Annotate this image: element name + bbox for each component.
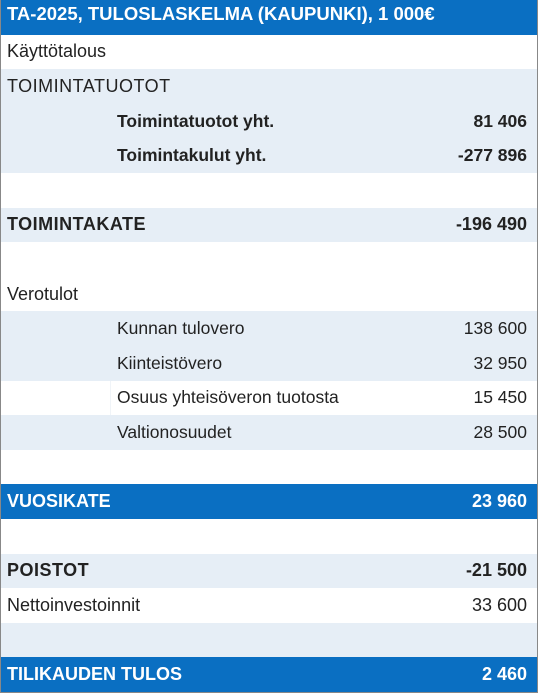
label: Kunnan tulovero — [111, 318, 387, 339]
label: Osuus yhteisöveron tuotosta — [111, 387, 387, 408]
row-osuus-yhteisoveron: Osuus yhteisöveron tuotosta 15 450 — [1, 381, 538, 416]
row-nettoinvestoinnit: Nettoinvestoinnit 33 600 — [1, 588, 538, 623]
label: Toimintakulut yht. — [111, 145, 387, 166]
row-tilikauden-tulos: TILIKAUDEN TULOS 2 460 — [1, 657, 538, 692]
value: -196 490 — [387, 214, 537, 235]
table-title: TA-2025, TULOSLASKELMA (KAUPUNKI), 1 000… — [1, 0, 538, 35]
heading-toimintatuotot: TOIMINTATUOTOT — [1, 69, 538, 104]
spacer — [1, 242, 538, 277]
value: 2 460 — [387, 664, 537, 685]
indent-cell — [1, 381, 111, 416]
section-kayttotalous: Käyttötalous — [1, 35, 538, 70]
row-kiinteistovero: Kiinteistövero 32 950 — [1, 346, 538, 381]
label: TILIKAUDEN TULOS — [1, 664, 387, 685]
indent-cell — [1, 415, 111, 450]
heading-verotulot: Verotulot — [1, 277, 538, 312]
value: 138 600 — [387, 318, 537, 339]
row-vuosikate: VUOSIKATE 23 960 — [1, 484, 538, 519]
indent-cell — [1, 311, 111, 346]
value: 33 600 — [387, 595, 537, 616]
row-toimintakulut-yht: Toimintakulut yht. -277 896 — [1, 138, 538, 173]
spacer — [1, 450, 538, 485]
spacer — [1, 173, 538, 208]
row-kunnan-tulovero: Kunnan tulovero 138 600 — [1, 311, 538, 346]
spacer — [1, 519, 538, 554]
value: 32 950 — [387, 353, 537, 374]
indent-cell — [1, 346, 111, 381]
label: TOIMINTAKATE — [1, 214, 387, 235]
value: 23 960 — [387, 491, 537, 512]
income-statement-table: TA-2025, TULOSLASKELMA (KAUPUNKI), 1 000… — [0, 0, 538, 693]
label: Nettoinvestoinnit — [7, 595, 387, 616]
value: 81 406 — [387, 111, 537, 132]
value: -21 500 — [387, 560, 537, 581]
value: -277 896 — [387, 145, 537, 166]
label: Toimintatuotot yht. — [111, 111, 387, 132]
indent-cell — [1, 138, 111, 173]
label: Kiinteistövero — [111, 353, 387, 374]
label: POISTOT — [1, 560, 387, 581]
indent-cell — [1, 104, 111, 139]
row-toimintatuotot-yht: Toimintatuotot yht. 81 406 — [1, 104, 538, 139]
value: 15 450 — [387, 387, 537, 408]
label: VUOSIKATE — [1, 491, 387, 512]
spacer — [1, 623, 538, 658]
label: Valtionosuudet — [111, 422, 387, 443]
row-poistot: POISTOT -21 500 — [1, 554, 538, 589]
row-toimintakate: TOIMINTAKATE -196 490 — [1, 208, 538, 243]
value: 28 500 — [387, 422, 537, 443]
row-valtionosuudet: Valtionosuudet 28 500 — [1, 415, 538, 450]
